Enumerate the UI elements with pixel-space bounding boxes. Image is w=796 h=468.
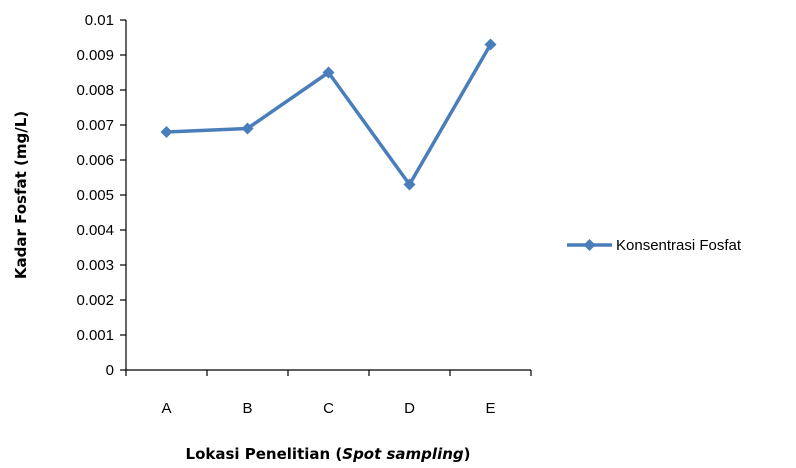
data-point-marker [484,38,497,51]
y-tick-label: 0 [106,362,114,379]
data-point-marker [160,126,173,138]
y-axis: 0 0.001 0.002 0.003 0.004 0.005 0.006 0.007 0.00… [76,12,127,379]
x-tick-label: A [161,400,171,417]
x-axis-title: Lokasi Penelitian (Spot sampling) [186,445,471,463]
legend-label: Konsentrasi Fosfat [616,237,742,254]
x-axis-title-prefix: Lokasi Penelitian ( [186,445,343,463]
series-line [166,43,493,187]
y-tick-label: 0.01 [85,12,114,29]
y-tick-label: 0.002 [76,292,114,309]
x-axis-title-suffix: ) [464,445,471,463]
y-axis-title: Kadar Fosfat (mg/L) [12,111,30,279]
data-point-marker [322,66,335,79]
legend-marker [583,239,596,251]
y-tick-label: 0.005 [76,187,114,204]
x-axis-title-italic: Spot sampling [342,445,464,463]
y-tick-label: 0.003 [76,257,114,274]
x-tick-label: C [323,400,334,417]
data-point-marker [403,178,416,191]
y-tick-label: 0.006 [76,152,114,169]
y-tick-label: 0.009 [76,47,114,64]
legend: Konsentrasi Fosfat [567,237,742,254]
x-axis: A B C D E [125,369,532,417]
y-tick-label: 0.004 [76,222,114,239]
data-point-marker [241,122,254,135]
x-tick-label: B [242,400,252,417]
x-tick-label: E [485,400,495,417]
y-tick-label: 0.008 [76,82,114,99]
x-tick-label: D [404,400,415,417]
y-tick-label: 0.007 [76,117,114,134]
series-layer [160,38,497,191]
y-tick-label: 0.001 [76,327,114,344]
